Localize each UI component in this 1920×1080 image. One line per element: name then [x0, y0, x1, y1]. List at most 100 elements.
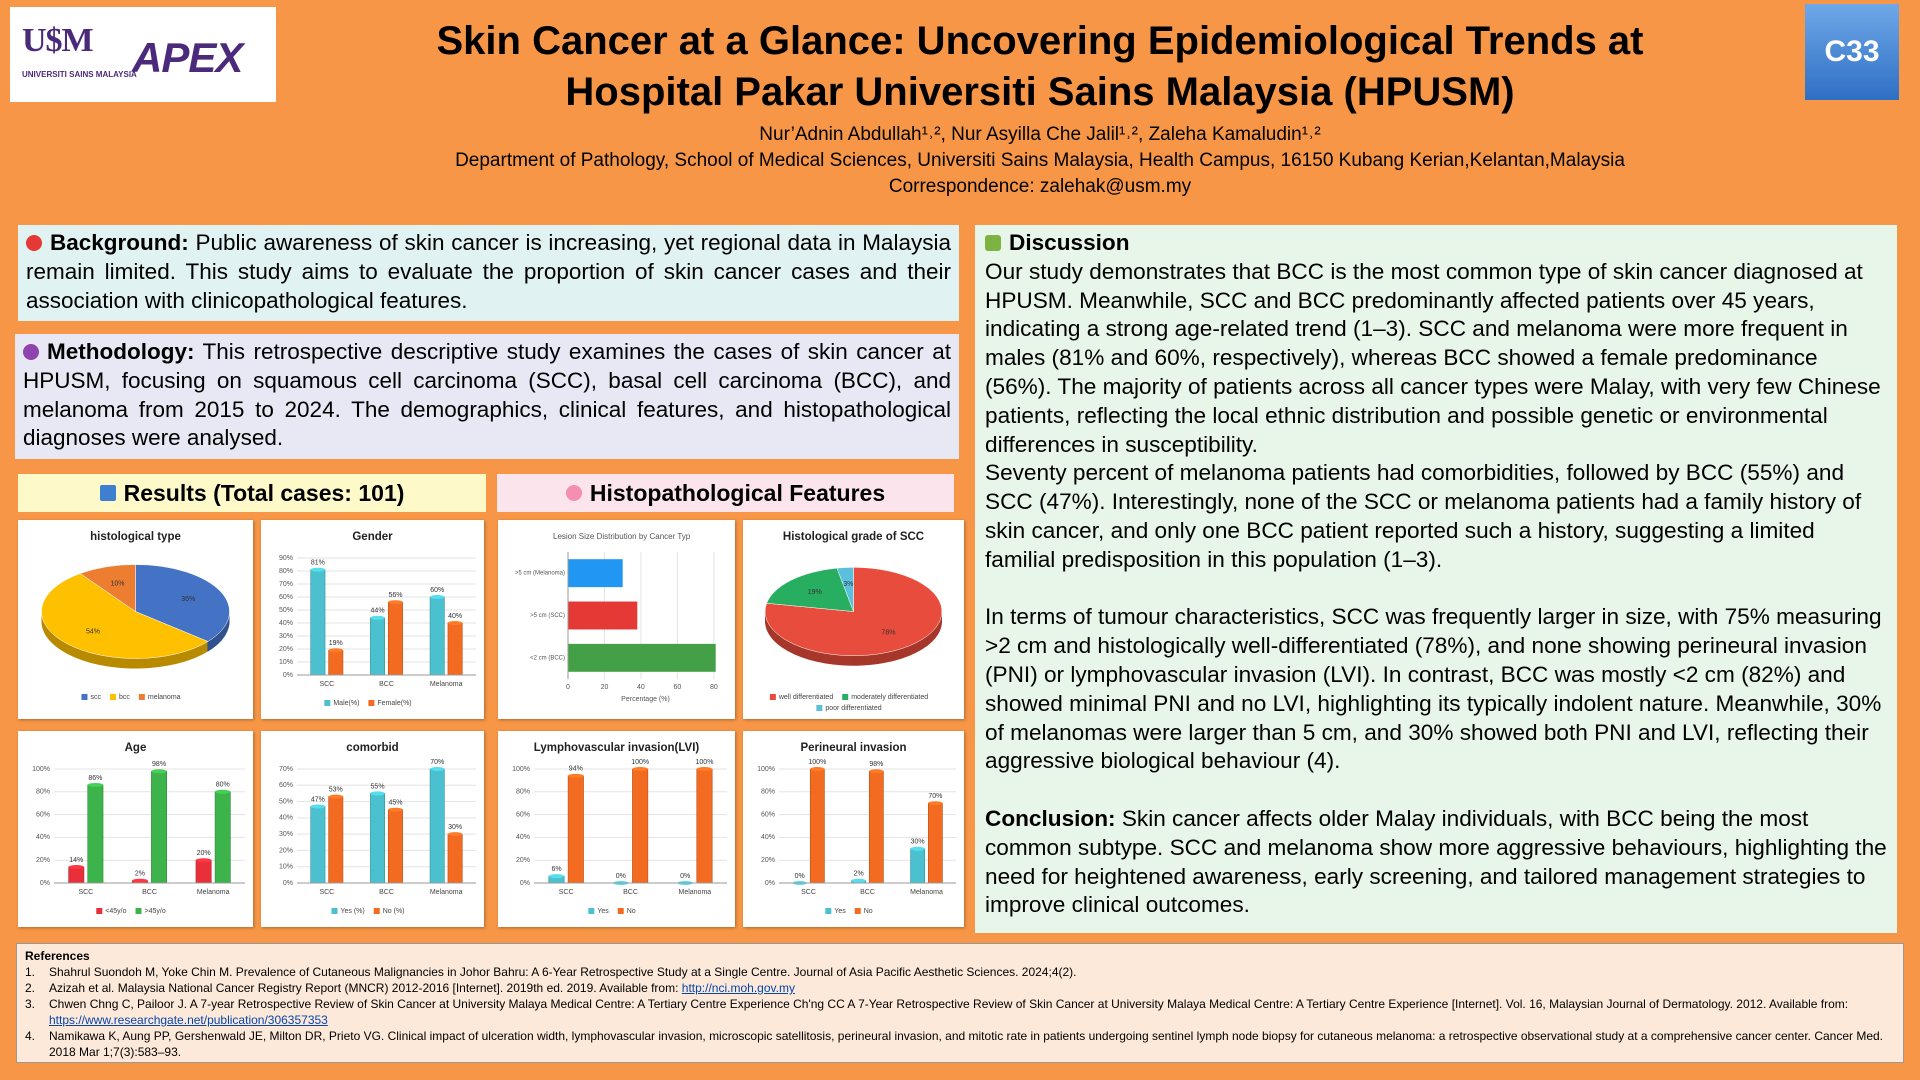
x-tick-label: Melanoma — [910, 889, 943, 896]
y-tick-label: <2 cm (BCC) — [530, 655, 565, 661]
y-tick-label: 80% — [279, 568, 293, 575]
x-tick-label: 60 — [674, 684, 682, 691]
bar — [568, 601, 638, 630]
bar-cap — [810, 767, 825, 771]
bar — [151, 770, 167, 884]
y-tick-label: 20% — [761, 857, 775, 864]
legend-label: melanoma — [148, 694, 181, 701]
x-tick-label: SCC — [801, 889, 816, 896]
y-tick-label: 0% — [520, 880, 530, 887]
icon — [565, 485, 582, 501]
y-tick-label: 50% — [279, 798, 293, 805]
data-label: 36% — [181, 596, 195, 603]
legend-swatch — [816, 705, 823, 711]
chart-panel: Perineural invasion 0% 20% 40% 60% 80% 100% SCC… — [743, 731, 964, 927]
x-axis-label: Percentage (%) — [621, 696, 670, 703]
bar-cap — [388, 807, 403, 812]
x-tick-label: Melanoma — [430, 681, 463, 688]
data-label: 0% — [680, 873, 690, 880]
histopathology-heading-box: Histopathological Features — [497, 474, 954, 512]
reference-number: 2. — [25, 981, 36, 995]
bar — [195, 859, 212, 884]
bar — [567, 775, 584, 884]
x-tick-label: BCC — [379, 681, 394, 688]
apex-logo: APEX — [132, 34, 243, 81]
y-tick-label: 40% — [516, 834, 530, 841]
bar — [927, 802, 943, 884]
bar-cap — [151, 769, 167, 774]
icon — [985, 235, 1001, 251]
data-label: 100% — [631, 759, 649, 766]
data-label: 70% — [430, 759, 444, 766]
data-label: 94% — [569, 766, 583, 773]
data-label: 19% — [808, 589, 822, 596]
x-tick-label: 80 — [710, 684, 718, 691]
y-tick-label: 10% — [279, 864, 293, 871]
legend-swatch — [135, 908, 142, 914]
y-tick-label: 40% — [279, 815, 293, 822]
y-tick-label: 0% — [765, 880, 775, 887]
y-tick-label: 20% — [36, 857, 50, 864]
legend-label: Yes (%) — [340, 908, 364, 915]
chart: histological type 36% 54% 10% scc bcc melanoma — [41, 531, 230, 701]
slice — [135, 564, 230, 642]
x-tick-label: BCC — [860, 889, 875, 896]
data-label: 30% — [448, 824, 462, 831]
reference-link[interactable]: https://www.researchgate.net/publication… — [49, 1013, 328, 1027]
y-tick-label: 0% — [283, 880, 293, 887]
x-tick-label: Melanoma — [678, 889, 711, 896]
y-tick-label: 100% — [32, 766, 50, 773]
bar — [214, 791, 231, 884]
reference-number: 4. — [25, 1029, 36, 1043]
legend-swatch — [96, 908, 103, 914]
legend-swatch — [854, 908, 861, 914]
discussion-box: Discussion Our study demonstrates that B… — [975, 225, 1897, 933]
data-label: 40% — [448, 613, 462, 620]
y-tick-label: 60% — [36, 811, 50, 818]
data-label: 47% — [311, 796, 325, 803]
correspondence: Correspondence: zalehak@usm.my — [888, 176, 1192, 197]
methodology-label: Methodology: — [47, 339, 195, 364]
chart-title: Lesion Size Distribution by Cancer Typ — [553, 532, 691, 541]
data-label: 30% — [911, 839, 925, 846]
bar — [328, 796, 344, 884]
icon — [23, 344, 39, 360]
y-tick-label: >5 cm (SCC) — [530, 613, 565, 619]
usm-caption: UNIVERSITI SAINS MALAYSIA — [22, 70, 137, 79]
reference-body: Azizah et al. Malaysia National Cancer R… — [49, 980, 795, 996]
background-text: Public awareness of skin cancer is incre… — [26, 230, 951, 313]
bar — [910, 848, 926, 884]
results-heading-box: Results (Total cases: 101) — [18, 474, 486, 512]
bar-cap — [68, 865, 84, 870]
y-tick-label: 10% — [279, 659, 293, 666]
bar — [387, 601, 403, 676]
chart-panel: Lesion Size Distribution by Cancer Typ 0 2… — [498, 520, 735, 719]
chart: Age 0% 20% 40% 60% 80% 100% SCC 14% 86% BCC 2% 98% Me… — [32, 742, 245, 915]
logo-panel — [10, 7, 276, 102]
bar — [568, 643, 716, 672]
bar — [328, 650, 344, 676]
legend-swatch — [138, 694, 145, 700]
bar-cap — [370, 791, 385, 796]
bar — [370, 617, 386, 676]
bar-cap — [388, 600, 403, 605]
poster-title: Skin Cancer at a Glance: Uncovering Epid… — [436, 19, 1644, 114]
bar-cap — [310, 567, 326, 572]
y-tick-label: 100% — [757, 766, 775, 773]
y-tick-label: 30% — [279, 633, 293, 640]
y-tick-label: 80% — [36, 789, 50, 796]
bar — [370, 793, 386, 884]
bar-cap — [851, 878, 866, 883]
legend-swatch — [109, 694, 116, 700]
legend-swatch — [769, 694, 776, 700]
y-tick-label: 40% — [279, 620, 293, 627]
data-label: 98% — [152, 761, 166, 768]
authors: Nur’Adnin Abdullah¹˒², Nur Asyilla Che J… — [759, 124, 1321, 145]
x-tick-label: BCC — [623, 889, 638, 896]
reference-link[interactable]: http://nci.moh.gov.my — [681, 981, 795, 995]
legend-swatch — [373, 908, 380, 914]
x-tick-label: Melanoma — [430, 889, 463, 896]
bar-cap — [928, 801, 943, 806]
y-tick-label: 40% — [36, 834, 50, 841]
bar-cap — [328, 648, 343, 653]
